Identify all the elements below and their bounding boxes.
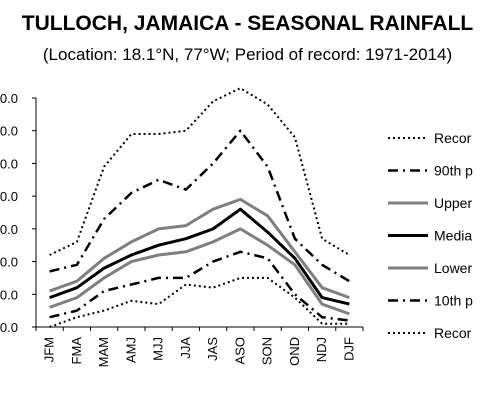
legend-label-0: Recor: [434, 130, 472, 146]
y-tick-label: 0.0: [0, 320, 18, 335]
x-tick-label: FMA: [69, 337, 84, 365]
series-line-1: [49, 129, 351, 283]
y-tick-label: 0.0: [0, 287, 18, 302]
chart-title: TULLOCH, JAMAICA - SEASONAL RAINFALL: [21, 12, 474, 35]
series-line-6: [49, 276, 350, 328]
series-line-5: [49, 250, 350, 322]
x-tick-label: JFM: [42, 337, 57, 362]
series-line-0: [49, 87, 350, 256]
y-tick-label: 0.0: [0, 222, 18, 237]
y-tick-label: 0.0: [0, 156, 18, 171]
y-tick-label: 0.0: [0, 255, 18, 270]
legend-label-6: Recor: [434, 325, 472, 341]
x-tick-label: DJF: [341, 337, 356, 361]
series-line-4: [49, 227, 350, 316]
legend-label-2: Upper: [434, 195, 472, 211]
y-tick-label: 0.0: [0, 91, 18, 106]
x-tick-label: JJA: [178, 337, 193, 359]
legend-label-4: Lower: [434, 260, 472, 276]
legend-label-5: 10th p: [434, 293, 473, 309]
x-tick-label: OND: [287, 337, 302, 366]
legend-label-1: 90th p: [434, 163, 473, 179]
x-tick-label: ASO: [232, 337, 247, 364]
series-line-2: [49, 197, 350, 300]
x-tick-label: MAM: [96, 337, 111, 367]
x-tick-label: MJJ: [151, 337, 166, 361]
x-tick-label: JAS: [205, 337, 220, 361]
series-line-3: [49, 207, 350, 306]
legend-label-3: Media: [434, 228, 472, 244]
x-tick-label: NDJ: [314, 337, 329, 362]
x-tick-label: SON: [260, 337, 275, 365]
y-tick-label: 0.0: [0, 124, 18, 139]
x-tick-label: AMJ: [123, 337, 138, 363]
y-tick-label: 0.0: [0, 189, 18, 204]
chart-subtitle: (Location: 18.1°N, 77°W; Period of recor…: [42, 45, 453, 64]
